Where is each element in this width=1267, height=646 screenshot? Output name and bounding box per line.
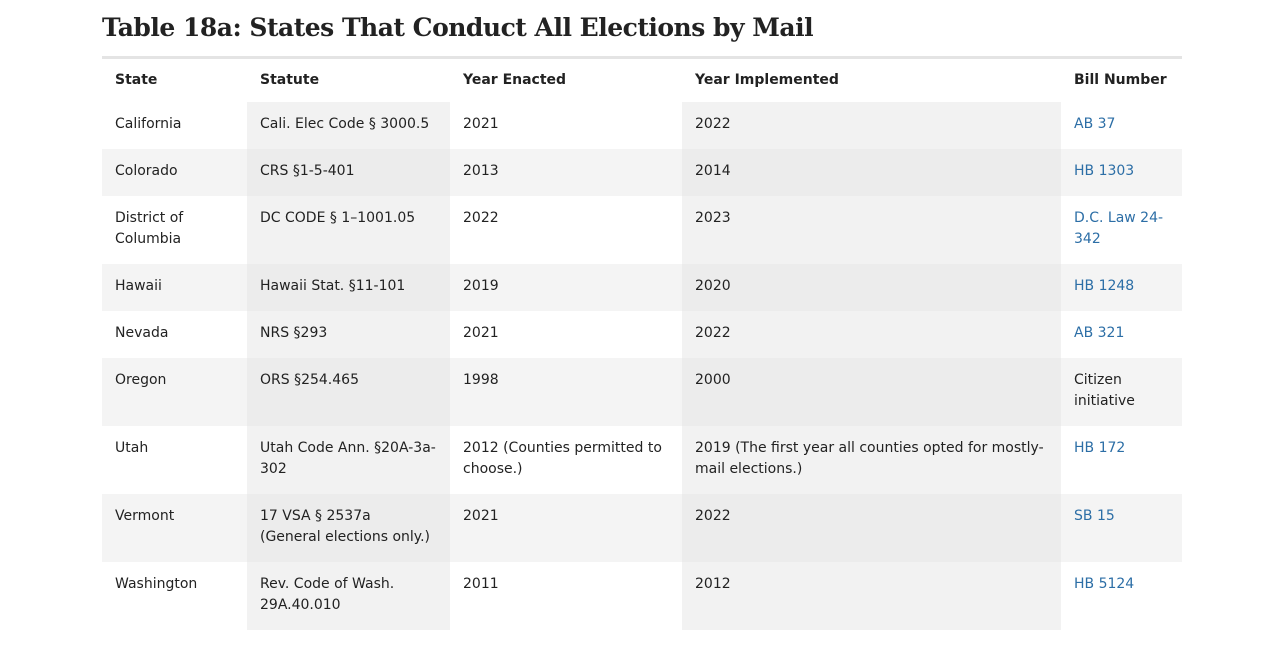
cell-statute: Utah Code Ann. §20A-3a-302 (247, 426, 450, 494)
cell-year-enacted: 2021 (450, 102, 682, 149)
bill-link[interactable]: HB 1303 (1074, 163, 1135, 179)
cell-statute: CRS §1-5-401 (247, 149, 450, 196)
table-row: Vermont 17 VSA § 2537a (General elections … (102, 494, 1182, 562)
cell-year-enacted: 2019 (450, 264, 682, 311)
cell-statute: Cali. Elec Code § 3000.5 (247, 102, 450, 149)
cell-year-enacted: 2011 (450, 562, 682, 630)
header-year-implemented: Year Implemented (682, 59, 1061, 102)
cell-state: Colorado (102, 149, 247, 196)
header-statute: Statute (247, 59, 450, 102)
cell-year-implemented: 2022 (682, 494, 1061, 562)
table-body: California Cali. Elec Code § 3000.5 2021 20… (102, 102, 1182, 630)
table-row: Colorado CRS §1-5-401 2013 2014 HB 1303 (102, 149, 1182, 196)
cell-statute: Hawaii Stat. §11-101 (247, 264, 450, 311)
elections-by-mail-table: State Statute Year Enacted Year Implemen… (102, 59, 1182, 630)
cell-year-implemented: 2020 (682, 264, 1061, 311)
cell-year-enacted: 2012 (Counties permitted to choose.) (450, 426, 682, 494)
cell-bill-number: AB 37 (1061, 102, 1182, 149)
cell-state: Vermont (102, 494, 247, 562)
table-row: Nevada NRS §293 2021 2022 AB 321 (102, 311, 1182, 358)
table-row: District of Columbia DC CODE § 1–1001.05 2… (102, 196, 1182, 264)
bill-link[interactable]: HB 172 (1074, 440, 1126, 456)
cell-statute: Rev. Code of Wash. 29A.40.010 (247, 562, 450, 630)
bill-link[interactable]: AB 321 (1074, 325, 1125, 341)
bill-link[interactable]: HB 5124 (1074, 576, 1135, 592)
cell-year-implemented: 2022 (682, 102, 1061, 149)
cell-state: Utah (102, 426, 247, 494)
cell-year-enacted: 2022 (450, 196, 682, 264)
title-divider (102, 56, 1182, 59)
cell-year-implemented: 2022 (682, 311, 1061, 358)
cell-statute: DC CODE § 1–1001.05 (247, 196, 450, 264)
cell-year-enacted: 2021 (450, 311, 682, 358)
cell-bill-number: AB 321 (1061, 311, 1182, 358)
header-year-enacted: Year Enacted (450, 59, 682, 102)
cell-statute: ORS §254.465 (247, 358, 450, 426)
cell-state: California (102, 102, 247, 149)
bill-link[interactable]: HB 1248 (1074, 278, 1135, 294)
bill-link[interactable]: SB 15 (1074, 508, 1115, 524)
bill-link[interactable]: AB 37 (1074, 116, 1116, 132)
cell-year-enacted: 1998 (450, 358, 682, 426)
cell-bill-number: HB 1248 (1061, 264, 1182, 311)
table-row: Oregon ORS §254.465 1998 2000 Citizen initia… (102, 358, 1182, 426)
cell-year-implemented: 2014 (682, 149, 1061, 196)
cell-year-implemented: 2019 (The first year all counties opted … (682, 426, 1061, 494)
cell-statute: NRS §293 (247, 311, 450, 358)
table-row: Utah Utah Code Ann. §20A-3a-302 2012 (Coun… (102, 426, 1182, 494)
cell-bill-number: HB 1303 (1061, 149, 1182, 196)
cell-year-implemented: 2012 (682, 562, 1061, 630)
cell-year-implemented: 2000 (682, 358, 1061, 426)
header-bill-number: Bill Number (1061, 59, 1182, 102)
cell-year-implemented: 2023 (682, 196, 1061, 264)
cell-bill-number: HB 172 (1061, 426, 1182, 494)
table-header-row: State Statute Year Enacted Year Implemen… (102, 59, 1182, 102)
cell-bill-number: HB 5124 (1061, 562, 1182, 630)
header-state: State (102, 59, 247, 102)
cell-bill-number: Citizen initiative (1061, 358, 1182, 426)
cell-state: Washington (102, 562, 247, 630)
cell-state: Oregon (102, 358, 247, 426)
cell-year-enacted: 2021 (450, 494, 682, 562)
cell-bill-number: D.C. Law 24-342 (1061, 196, 1182, 264)
cell-state: Hawaii (102, 264, 247, 311)
table-row: Washington Rev. Code of Wash. 29A.40.010 2… (102, 562, 1182, 630)
cell-state: Nevada (102, 311, 247, 358)
table-row: California Cali. Elec Code § 3000.5 2021 20… (102, 102, 1182, 149)
cell-year-enacted: 2013 (450, 149, 682, 196)
cell-bill-number: SB 15 (1061, 494, 1182, 562)
table-title: Table 18a: States That Conduct All Elect… (102, 13, 814, 42)
table-row: Hawaii Hawaii Stat. §11-101 2019 2020 HB 124… (102, 264, 1182, 311)
bill-link[interactable]: D.C. Law 24-342 (1074, 210, 1164, 247)
cell-state: District of Columbia (102, 196, 247, 264)
cell-statute: 17 VSA § 2537a (General elections only.) (247, 494, 450, 562)
